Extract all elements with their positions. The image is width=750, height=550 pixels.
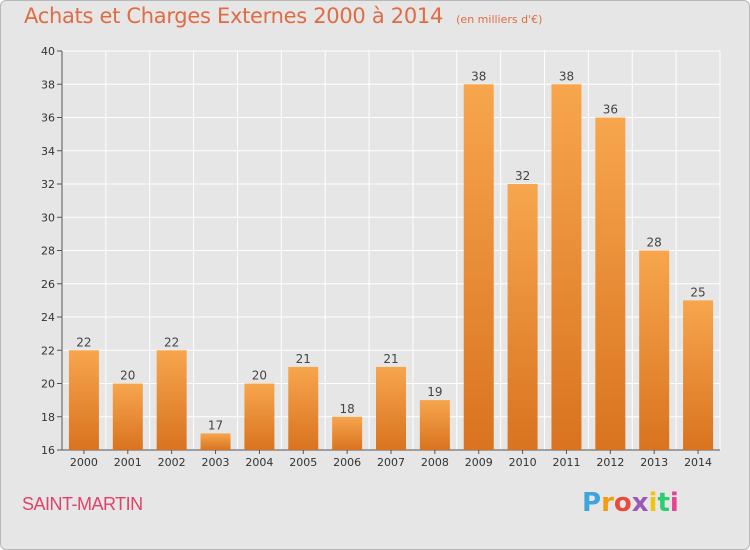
- bar-2003[interactable]: [200, 433, 231, 450]
- chart-unit: (en milliers d'€): [456, 13, 543, 26]
- y-tick-label: 28: [41, 245, 55, 258]
- y-tick-label: 30: [41, 211, 55, 224]
- bar-2011[interactable]: [551, 84, 582, 450]
- y-tick-label: 34: [41, 145, 55, 158]
- y-tick-label: 32: [41, 178, 55, 191]
- bar-2005[interactable]: [288, 366, 319, 450]
- data-label: 32: [515, 169, 530, 183]
- y-tick-label: 22: [41, 344, 55, 357]
- y-tick-label: 36: [41, 112, 55, 125]
- data-label: 28: [647, 236, 662, 250]
- x-tick-label: 2006: [333, 456, 361, 469]
- data-label: 22: [164, 335, 179, 349]
- x-tick-label: 2011: [552, 456, 580, 469]
- data-label: 36: [603, 103, 618, 117]
- x-tick-label: 2010: [509, 456, 537, 469]
- x-tick-label: 2008: [421, 456, 449, 469]
- data-label: 38: [471, 69, 486, 83]
- bar-2013[interactable]: [639, 250, 670, 451]
- data-label: 20: [252, 369, 267, 383]
- y-tick-label: 20: [41, 378, 55, 391]
- x-tick-label: 2003: [202, 456, 230, 469]
- data-label: 17: [208, 418, 223, 432]
- logo-letter: t: [657, 488, 670, 518]
- x-tick-label: 2004: [245, 456, 273, 469]
- y-tick-label: 26: [41, 278, 55, 291]
- y-tick-label: 24: [41, 311, 55, 324]
- bar-2002[interactable]: [156, 350, 187, 450]
- bar-2006[interactable]: [332, 416, 363, 450]
- chart-title-group: Achats et Charges Externes 2000 à 2014 (…: [24, 4, 542, 28]
- bar-2014[interactable]: [683, 300, 714, 450]
- x-tick-label: 2000: [70, 456, 98, 469]
- logo-letter: i: [669, 488, 679, 518]
- bar-2004[interactable]: [244, 383, 275, 451]
- bar-2000[interactable]: [68, 350, 99, 450]
- bar-2007[interactable]: [376, 366, 406, 450]
- data-labels: 22 20 22 17 20 21 18 21 19 38 32 38 36 28 25: [76, 69, 705, 432]
- x-tick-label: 2009: [465, 456, 493, 469]
- data-label: 25: [690, 285, 705, 299]
- data-label: 22: [76, 335, 91, 349]
- y-tick-label: 18: [41, 411, 55, 424]
- logo-letter: o: [613, 488, 632, 518]
- logo-letter: r: [601, 488, 614, 518]
- bar-2012[interactable]: [595, 117, 626, 451]
- logo-letter: P: [582, 488, 602, 518]
- data-label: 18: [339, 402, 354, 416]
- proxiti-logo[interactable]: Proxiti: [582, 488, 679, 518]
- logo-letter: i: [648, 488, 658, 518]
- chart-title: Achats et Charges Externes 2000 à 2014: [24, 4, 444, 28]
- data-label: 21: [383, 352, 398, 366]
- x-tick-label: 2014: [684, 456, 712, 469]
- commune-name: SAINT-MARTIN: [22, 494, 143, 514]
- data-label: 19: [427, 385, 442, 399]
- x-tick-label: 2002: [158, 456, 186, 469]
- bars: [68, 84, 714, 451]
- y-tick-label: 38: [41, 78, 55, 91]
- x-tick-label: 2007: [377, 456, 405, 469]
- x-tick-label: 2012: [596, 456, 624, 469]
- bar-2009[interactable]: [463, 84, 494, 450]
- logo-letter: x: [631, 488, 649, 518]
- bar-2001[interactable]: [112, 383, 143, 451]
- data-label: 38: [559, 69, 574, 83]
- y-tick-label: 16: [41, 444, 55, 457]
- data-label: 21: [296, 352, 311, 366]
- bar-2008[interactable]: [419, 400, 450, 450]
- data-label: 20: [120, 369, 135, 383]
- y-tick-label: 40: [41, 45, 55, 58]
- x-tick-label: 2013: [640, 456, 668, 469]
- x-tick-label: 2001: [114, 456, 142, 469]
- x-tick-label: 2005: [289, 456, 317, 469]
- bar-2010[interactable]: [507, 184, 538, 450]
